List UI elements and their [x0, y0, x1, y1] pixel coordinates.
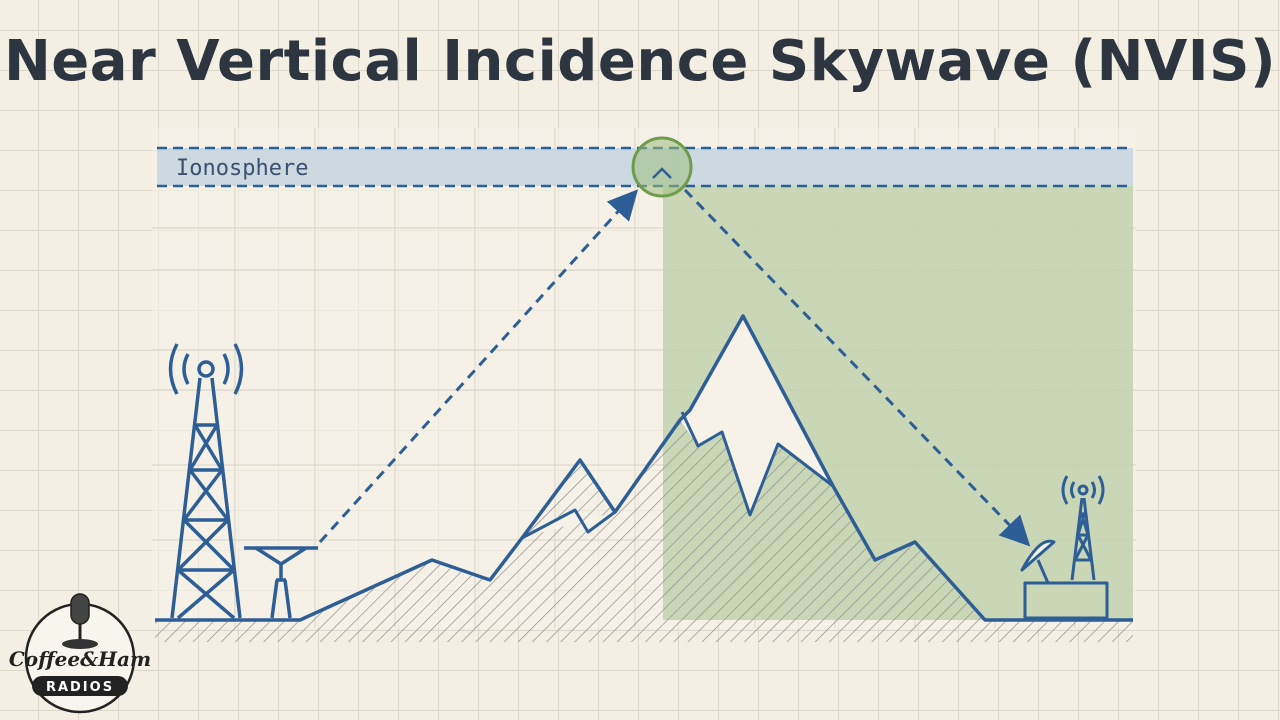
- transmit-tower: [168, 343, 244, 620]
- downgoing-signal-path: [683, 188, 1031, 547]
- page-title: Near Vertical Incidence Skywave (NVIS): [3, 29, 1277, 94]
- nvis-antenna: [244, 546, 318, 619]
- upgoing-signal-path: [318, 189, 639, 544]
- terrain: [155, 314, 1133, 642]
- coffee-ham-radios-logo: Coffee&Ham RADIOS: [9, 593, 151, 714]
- logo-line2: RADIOS: [46, 680, 114, 695]
- logo-line1: Coffee&Ham: [9, 647, 151, 671]
- ionosphere-label: Ionosphere: [176, 156, 308, 181]
- receive-station: [1020, 475, 1109, 620]
- reflection-point: [631, 136, 693, 198]
